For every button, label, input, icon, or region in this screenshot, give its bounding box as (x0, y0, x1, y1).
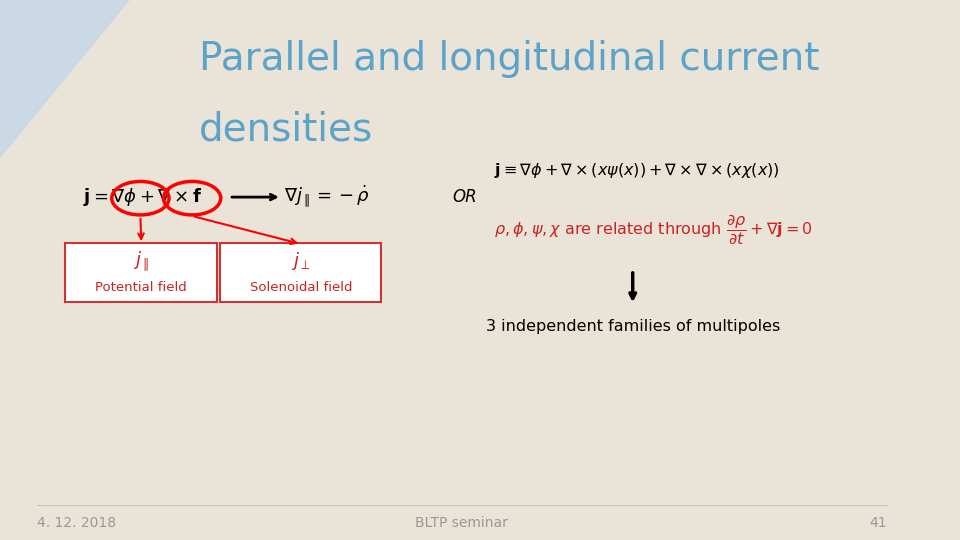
FancyBboxPatch shape (220, 243, 381, 302)
Text: $\mathbf{j} = \nabla\phi + \nabla \times \mathbf{f}$: $\mathbf{j} = \nabla\phi + \nabla \times… (84, 186, 203, 208)
Text: $\rho,\phi,\psi,\chi$ are related through $\dfrac{\partial\rho}{\partial t} + \n: $\rho,\phi,\psi,\chi$ are related throug… (494, 212, 813, 247)
Text: $\mathbf{j} \equiv \nabla\phi + \nabla \times \left(x\psi(x)\right) + \nabla \ti: $\mathbf{j} \equiv \nabla\phi + \nabla \… (494, 160, 780, 180)
Text: OR: OR (452, 188, 477, 206)
Text: 3 independent families of multipoles: 3 independent families of multipoles (486, 319, 780, 334)
Text: $j_\perp$: $j_\perp$ (291, 251, 311, 272)
Text: 4. 12. 2018: 4. 12. 2018 (36, 516, 116, 530)
FancyBboxPatch shape (64, 243, 217, 302)
Text: Solenoidal field: Solenoidal field (250, 281, 352, 294)
Text: 41: 41 (869, 516, 887, 530)
Text: densities: densities (199, 111, 372, 148)
Text: Parallel and longitudinal current: Parallel and longitudinal current (199, 40, 819, 78)
Polygon shape (0, 0, 332, 270)
Text: $\nabla j_\parallel = -\dot{\rho}$: $\nabla j_\parallel = -\dot{\rho}$ (284, 184, 371, 210)
Text: $j_\parallel$: $j_\parallel$ (133, 249, 150, 273)
Text: Potential field: Potential field (95, 281, 187, 294)
Text: BLTP seminar: BLTP seminar (416, 516, 508, 530)
